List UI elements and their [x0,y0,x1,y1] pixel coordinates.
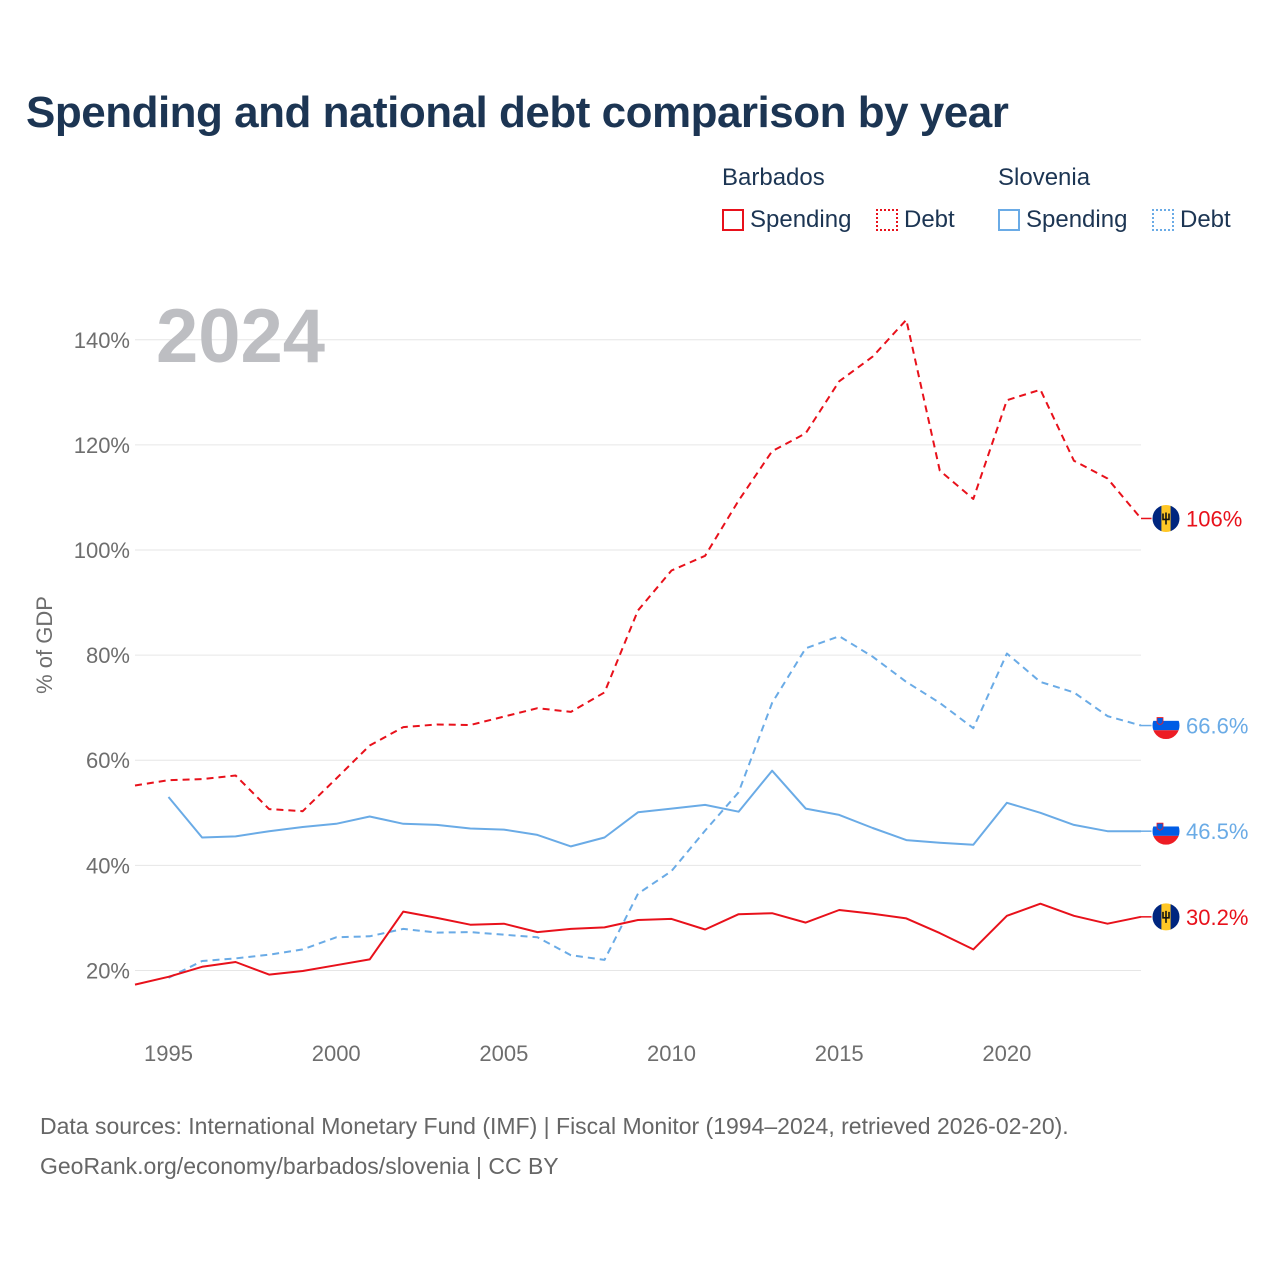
legend-slovenia-debt[interactable]: Debt [1152,206,1231,234]
x-tick-label: 2005 [479,1041,528,1066]
y-axis-label: % of GDP [32,596,57,694]
y-tick-label: 140% [74,328,130,353]
y-tick-label: 40% [86,853,130,878]
legend-label: Spending [750,206,852,233]
x-tick-label: 2000 [312,1041,361,1066]
legend-label: Debt [904,206,955,233]
sources-line-2[interactable]: GeoRank.org/economy/barbados/slovenia | … [40,1153,559,1179]
gridlines [135,339,1141,971]
slovenia-flag-icon [1151,816,1181,846]
y-tick-label: 120% [74,433,130,458]
year-watermark: 2024 [156,294,325,379]
legend-label: Debt [1180,206,1231,233]
series-line-slovenia-spending[interactable] [167,769,1142,848]
barbados-flag-icon [1151,902,1181,932]
sources-line-1: Data sources: International Monetary Fun… [40,1113,1069,1139]
y-tick-label: 20% [86,958,130,983]
y-axis-ticks: 20% 40% 60% 80% 100% 120% 140% [74,328,130,984]
y-tick-label: 80% [86,643,130,668]
series-line-slovenia-debt[interactable] [168,635,1142,979]
series-lines [134,318,1142,986]
legend-swatch-solid [998,209,1020,231]
slovenia-flag-icon [1151,711,1181,741]
series-end-label: 106% [1186,506,1242,531]
legend-barbados-debt[interactable]: Debt [876,206,955,234]
legend-label: Spending [1026,206,1128,233]
x-tick-label: 2020 [982,1041,1031,1066]
y-tick-label: 60% [86,748,130,773]
chart-title: Spending and national debt comparison by… [26,88,1009,137]
series-end-markers: 106% 66.6% 46.5% 30.2% [1141,503,1248,932]
x-axis-ticks: 1995 2000 2005 2010 2015 2020 [144,1041,1031,1066]
barbados-flag-icon [1151,503,1181,533]
legend-swatch-dotted [876,209,898,231]
legend-group-slovenia: Slovenia [998,164,1091,191]
series-line-barbados-spending[interactable] [134,902,1142,986]
line-chart: 20% 40% 60% 80% 100% 120% 140% 1995 2000 2005 201… [32,294,1248,1066]
series-end-label: 66.6% [1186,714,1248,739]
series-end-label: 30.2% [1186,905,1248,930]
x-tick-label: 1995 [144,1041,193,1066]
legend-swatch-dotted [1152,209,1174,231]
legend-barbados-spending[interactable]: Spending [722,206,851,234]
y-tick-label: 100% [74,538,130,563]
data-sources: Data sources: International Monetary Fun… [40,1106,1069,1186]
legend-swatch-solid [722,209,744,231]
x-tick-label: 2010 [647,1041,696,1066]
x-tick-label: 2015 [815,1041,864,1066]
legend-slovenia-spending[interactable]: Spending [998,206,1127,234]
legend-group-barbados: Barbados [722,164,825,191]
series-end-label: 46.5% [1186,819,1248,844]
series-line-barbados-debt[interactable] [134,318,1142,813]
